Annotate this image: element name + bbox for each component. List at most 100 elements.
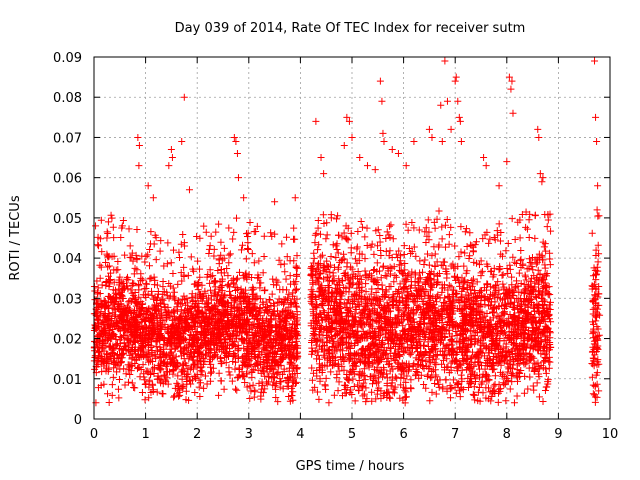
data-point	[114, 385, 122, 393]
data-point	[255, 257, 263, 265]
data-point	[152, 351, 160, 359]
data-point	[130, 280, 138, 288]
data-point	[153, 322, 161, 330]
data-point	[202, 228, 210, 236]
data-point	[522, 223, 530, 231]
data-point	[108, 391, 116, 399]
data-point	[531, 234, 539, 242]
data-point	[215, 255, 223, 263]
data-point	[491, 380, 499, 388]
data-point	[233, 386, 241, 394]
data-point	[182, 387, 190, 395]
data-point	[125, 225, 133, 233]
data-point	[354, 227, 362, 235]
data-point	[466, 229, 474, 237]
data-point	[431, 224, 439, 232]
data-point	[547, 227, 555, 235]
data-point	[290, 224, 298, 232]
data-point	[344, 296, 352, 304]
data-point	[163, 260, 171, 268]
data-point	[534, 266, 542, 274]
data-point	[201, 372, 209, 380]
data-point	[251, 388, 259, 396]
data-point	[463, 243, 471, 251]
data-point	[515, 269, 523, 277]
data-point	[358, 383, 366, 391]
data-point	[196, 330, 204, 338]
data-point	[105, 262, 113, 270]
data-point	[282, 275, 290, 283]
data-point	[139, 361, 147, 369]
data-point	[182, 396, 190, 404]
data-point	[172, 353, 180, 361]
data-point	[173, 342, 181, 350]
data-point	[280, 307, 288, 315]
data-point	[266, 315, 274, 323]
data-point	[545, 364, 553, 372]
data-point	[169, 269, 177, 277]
data-point	[175, 254, 183, 262]
data-point	[283, 233, 291, 241]
data-point	[286, 257, 294, 265]
data-point	[395, 261, 403, 269]
data-point	[115, 375, 123, 383]
data-point	[525, 233, 533, 241]
data-point	[402, 220, 410, 228]
data-point	[511, 258, 519, 266]
data-point	[104, 292, 112, 300]
data-point	[269, 275, 277, 283]
data-point	[238, 353, 246, 361]
data-point	[403, 291, 411, 299]
data-point	[129, 257, 137, 265]
data-point	[424, 216, 432, 224]
data-point	[147, 369, 155, 377]
data-point	[508, 215, 516, 223]
data-point	[170, 393, 178, 401]
data-point	[257, 395, 265, 403]
data-point	[232, 358, 240, 366]
data-point	[140, 370, 148, 378]
data-point	[217, 238, 225, 246]
data-point	[314, 224, 322, 232]
data-point	[543, 223, 551, 231]
data-point	[214, 267, 222, 275]
data-point	[174, 280, 182, 288]
data-point	[190, 267, 198, 275]
data-point	[281, 268, 289, 276]
data-point	[103, 322, 111, 330]
data-point	[110, 364, 118, 372]
data-point	[292, 302, 300, 310]
data-point	[130, 270, 138, 278]
data-point	[104, 263, 112, 271]
data-point	[214, 291, 222, 299]
data-point	[237, 246, 245, 254]
data-point	[109, 294, 117, 302]
data-point	[539, 398, 547, 406]
data-point	[232, 385, 240, 393]
data-point	[444, 363, 452, 371]
data-point	[207, 272, 215, 280]
data-point	[535, 393, 543, 401]
data-point	[287, 333, 295, 341]
data-point	[147, 228, 155, 236]
data-point	[196, 265, 204, 273]
data-point	[151, 276, 159, 284]
data-point	[517, 255, 525, 263]
data-point	[94, 303, 102, 311]
data-point	[268, 290, 276, 298]
data-point	[397, 252, 405, 260]
data-point	[260, 232, 268, 240]
data-point	[152, 256, 160, 264]
data-point	[207, 369, 215, 377]
data-point	[247, 349, 255, 357]
data-point	[217, 251, 225, 259]
data-point	[318, 251, 326, 259]
data-point	[113, 368, 121, 376]
data-point	[220, 244, 228, 252]
data-point	[161, 320, 169, 328]
data-point	[104, 390, 112, 398]
data-point	[246, 218, 254, 226]
chart-title: Day 039 of 2014, Rate Of TEC Index for r…	[175, 21, 526, 36]
data-point	[376, 232, 384, 240]
data-point	[197, 319, 205, 327]
